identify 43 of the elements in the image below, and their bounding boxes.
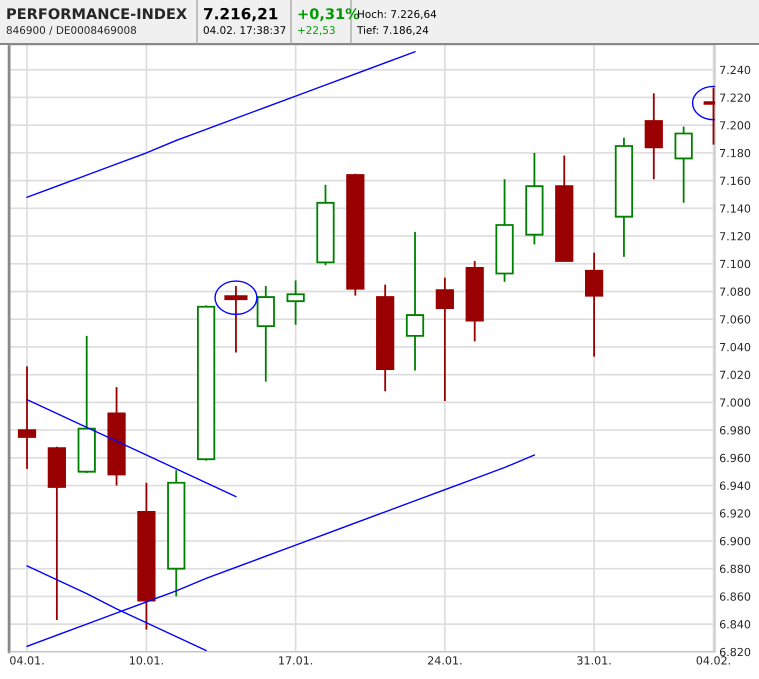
x-tick-label: 04.02. (696, 656, 730, 665)
text: +0,31% (298, 8, 360, 22)
y-tick-label: 7.000 (720, 398, 750, 407)
line-series (26, 398, 237, 498)
y-tick-label: 7.140 (720, 204, 750, 213)
y-tick-label: 7.220 (720, 93, 750, 102)
y-tick-label: 7.180 (720, 148, 750, 158)
y-tick-label: 7.060 (720, 315, 750, 324)
y-tick-label: 6.860 (720, 592, 750, 601)
y-tick-label: 6.820 (720, 648, 750, 656)
y-tick-label: 6.940 (720, 482, 750, 490)
x-tick-label: 24.01. (428, 656, 462, 665)
candlestick (406, 231, 424, 372)
y-tick-label: 7.240 (720, 66, 750, 74)
candlestick (436, 276, 454, 402)
y-tick-label: 7.200 (720, 121, 750, 130)
candlestick (18, 365, 36, 470)
y-tick-label: 6.980 (720, 426, 750, 434)
candlestick (286, 280, 305, 326)
y-tick-label: 6.900 (720, 536, 750, 546)
x-tick-label: 04.01. (10, 656, 44, 665)
y-tick-label: 6.880 (720, 564, 750, 574)
y-tick-label: 7.040 (720, 342, 750, 352)
x-tick-label: 17.01. (279, 656, 312, 665)
text: Hoch: 7.226,64 (358, 10, 436, 20)
text: 7.216,21 (204, 8, 278, 22)
text: 04.02. 17:38:37 (204, 26, 286, 34)
y-tick-label: 7.080 (720, 287, 750, 296)
x-tick-label: 31.01. (577, 656, 611, 665)
y-tick-label: 6.920 (720, 509, 750, 518)
y-tick-label: 7.120 (720, 232, 750, 240)
y-tick-label: 6.960 (720, 454, 750, 462)
chart-title: PERFORMANCE-INDEX (7, 8, 187, 20)
text: +22,53 (298, 26, 335, 36)
y-tick-label: 6.840 (720, 620, 750, 628)
chart-subtitle: 846900 / DE0008469008 (6, 26, 136, 35)
x-tick-label: 10.01. (130, 656, 163, 665)
text: Tief: 7.186,24 (356, 26, 428, 36)
line-series (26, 454, 536, 647)
y-tick-label: 7.160 (720, 176, 750, 186)
y-tick-label: 7.020 (720, 370, 750, 380)
y-tick-label: 7.100 (720, 260, 750, 268)
line-series (26, 51, 416, 198)
